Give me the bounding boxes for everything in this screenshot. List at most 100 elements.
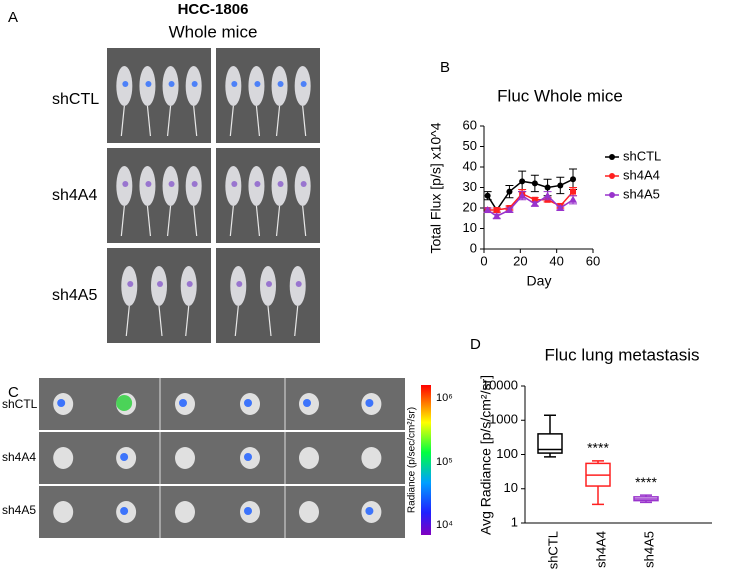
row-label: sh4A4 — [52, 187, 97, 204]
lung — [299, 501, 319, 523]
panel-letter: C — [8, 384, 19, 401]
signal — [116, 395, 133, 411]
signal — [186, 281, 193, 287]
marker — [544, 184, 551, 191]
mouse-tail — [294, 305, 299, 337]
mouse-tail — [193, 105, 198, 137]
signal — [254, 181, 261, 187]
marker — [483, 206, 492, 214]
mouse-tail — [166, 205, 172, 237]
marker — [543, 191, 552, 199]
signal — [120, 507, 129, 515]
marker — [492, 212, 501, 220]
mouse-tail — [275, 205, 281, 237]
x-tick-label: 60 — [586, 253, 600, 268]
signal — [191, 81, 198, 87]
y-axis-label: Total Flux [p/s] x10^4 — [428, 122, 444, 253]
colorbar-tick: 10⁶ — [436, 392, 453, 404]
annotation: **** — [587, 440, 609, 456]
y-axis-label: Avg Radiance [p/s/cm²/sr] — [478, 375, 494, 535]
mouse-tail — [193, 205, 198, 237]
signal — [145, 181, 152, 187]
mouse-tail — [229, 205, 234, 237]
y-tick-label: 60 — [463, 117, 477, 132]
signal — [231, 181, 238, 187]
signal — [157, 281, 163, 287]
mouse-tail — [166, 105, 172, 137]
legend-swatch — [609, 192, 615, 198]
marker — [505, 206, 514, 214]
mouse-tail — [229, 105, 234, 137]
legend-swatch — [609, 173, 615, 179]
signal — [266, 281, 272, 287]
signal — [300, 81, 307, 87]
mouse-tail — [125, 305, 130, 337]
x-tick-label: shCTL — [545, 531, 560, 569]
signal — [127, 281, 134, 287]
signal — [191, 181, 198, 187]
lung — [175, 447, 195, 469]
y-tick-label: 30 — [463, 179, 477, 194]
signal — [236, 281, 243, 287]
signal — [300, 181, 307, 187]
marker — [531, 196, 538, 203]
y-tick-label: 0 — [470, 240, 477, 255]
colorbar-tick: 10⁴ — [436, 519, 453, 531]
lung — [53, 447, 74, 469]
colorbar-label: Radiance (p/sec/cm²/sr) — [407, 407, 418, 513]
panel-letter: B — [440, 59, 450, 76]
y-tick-label: 100 — [496, 446, 518, 461]
y-tick-label: 1 — [511, 514, 518, 529]
x-tick-label: 20 — [513, 253, 527, 268]
row-label: sh4A5 — [2, 503, 36, 517]
mouse-tail — [234, 305, 239, 337]
mouse-tail — [255, 205, 261, 237]
legend-label: sh4A5 — [623, 186, 660, 201]
mouse-tail — [302, 105, 307, 137]
signal — [168, 181, 175, 187]
mouse-tail — [275, 105, 281, 137]
charts: B Fluc Whole mice Day Total Flux [p/s] x10^… — [428, 59, 712, 569]
y-tick-label: 10 — [504, 480, 518, 495]
legend-label: shCTL — [623, 148, 661, 163]
marker — [569, 195, 578, 203]
x-tick-label: sh4A5 — [641, 531, 656, 568]
mouse-tail — [146, 105, 152, 137]
lung — [299, 447, 319, 469]
colorbar-tick: 10⁵ — [436, 456, 453, 468]
row-label: sh4A4 — [2, 450, 36, 464]
marker — [556, 204, 565, 211]
photo — [39, 486, 405, 538]
photo — [39, 432, 405, 484]
signal — [231, 81, 238, 87]
x-tick-label: 40 — [549, 253, 563, 268]
signal — [57, 399, 66, 407]
marker — [530, 199, 539, 207]
marker — [570, 188, 577, 195]
marker — [506, 188, 513, 195]
x-axis-label: Day — [527, 273, 552, 289]
marker — [519, 178, 526, 185]
signal — [244, 453, 252, 461]
panel-letter: D — [470, 336, 481, 353]
mouse-tail — [302, 205, 307, 237]
signal — [179, 399, 187, 407]
lung — [53, 501, 74, 523]
row-label: shCTL — [52, 91, 99, 108]
signal — [365, 507, 374, 515]
lung — [361, 447, 382, 469]
marker — [493, 207, 500, 214]
panel-title: HCC-1806 — [178, 1, 249, 18]
signal — [168, 81, 175, 87]
signal — [365, 399, 374, 407]
y-tick-label: 40 — [463, 158, 477, 173]
mouse-tail — [158, 305, 163, 337]
marker — [518, 191, 527, 199]
mouse-tail — [255, 105, 261, 137]
photo — [39, 378, 405, 430]
mouse-tail — [267, 305, 272, 337]
mouse-tail — [120, 205, 125, 237]
y-tick-label: 10 — [463, 220, 477, 235]
panel-letter: A — [8, 9, 18, 26]
